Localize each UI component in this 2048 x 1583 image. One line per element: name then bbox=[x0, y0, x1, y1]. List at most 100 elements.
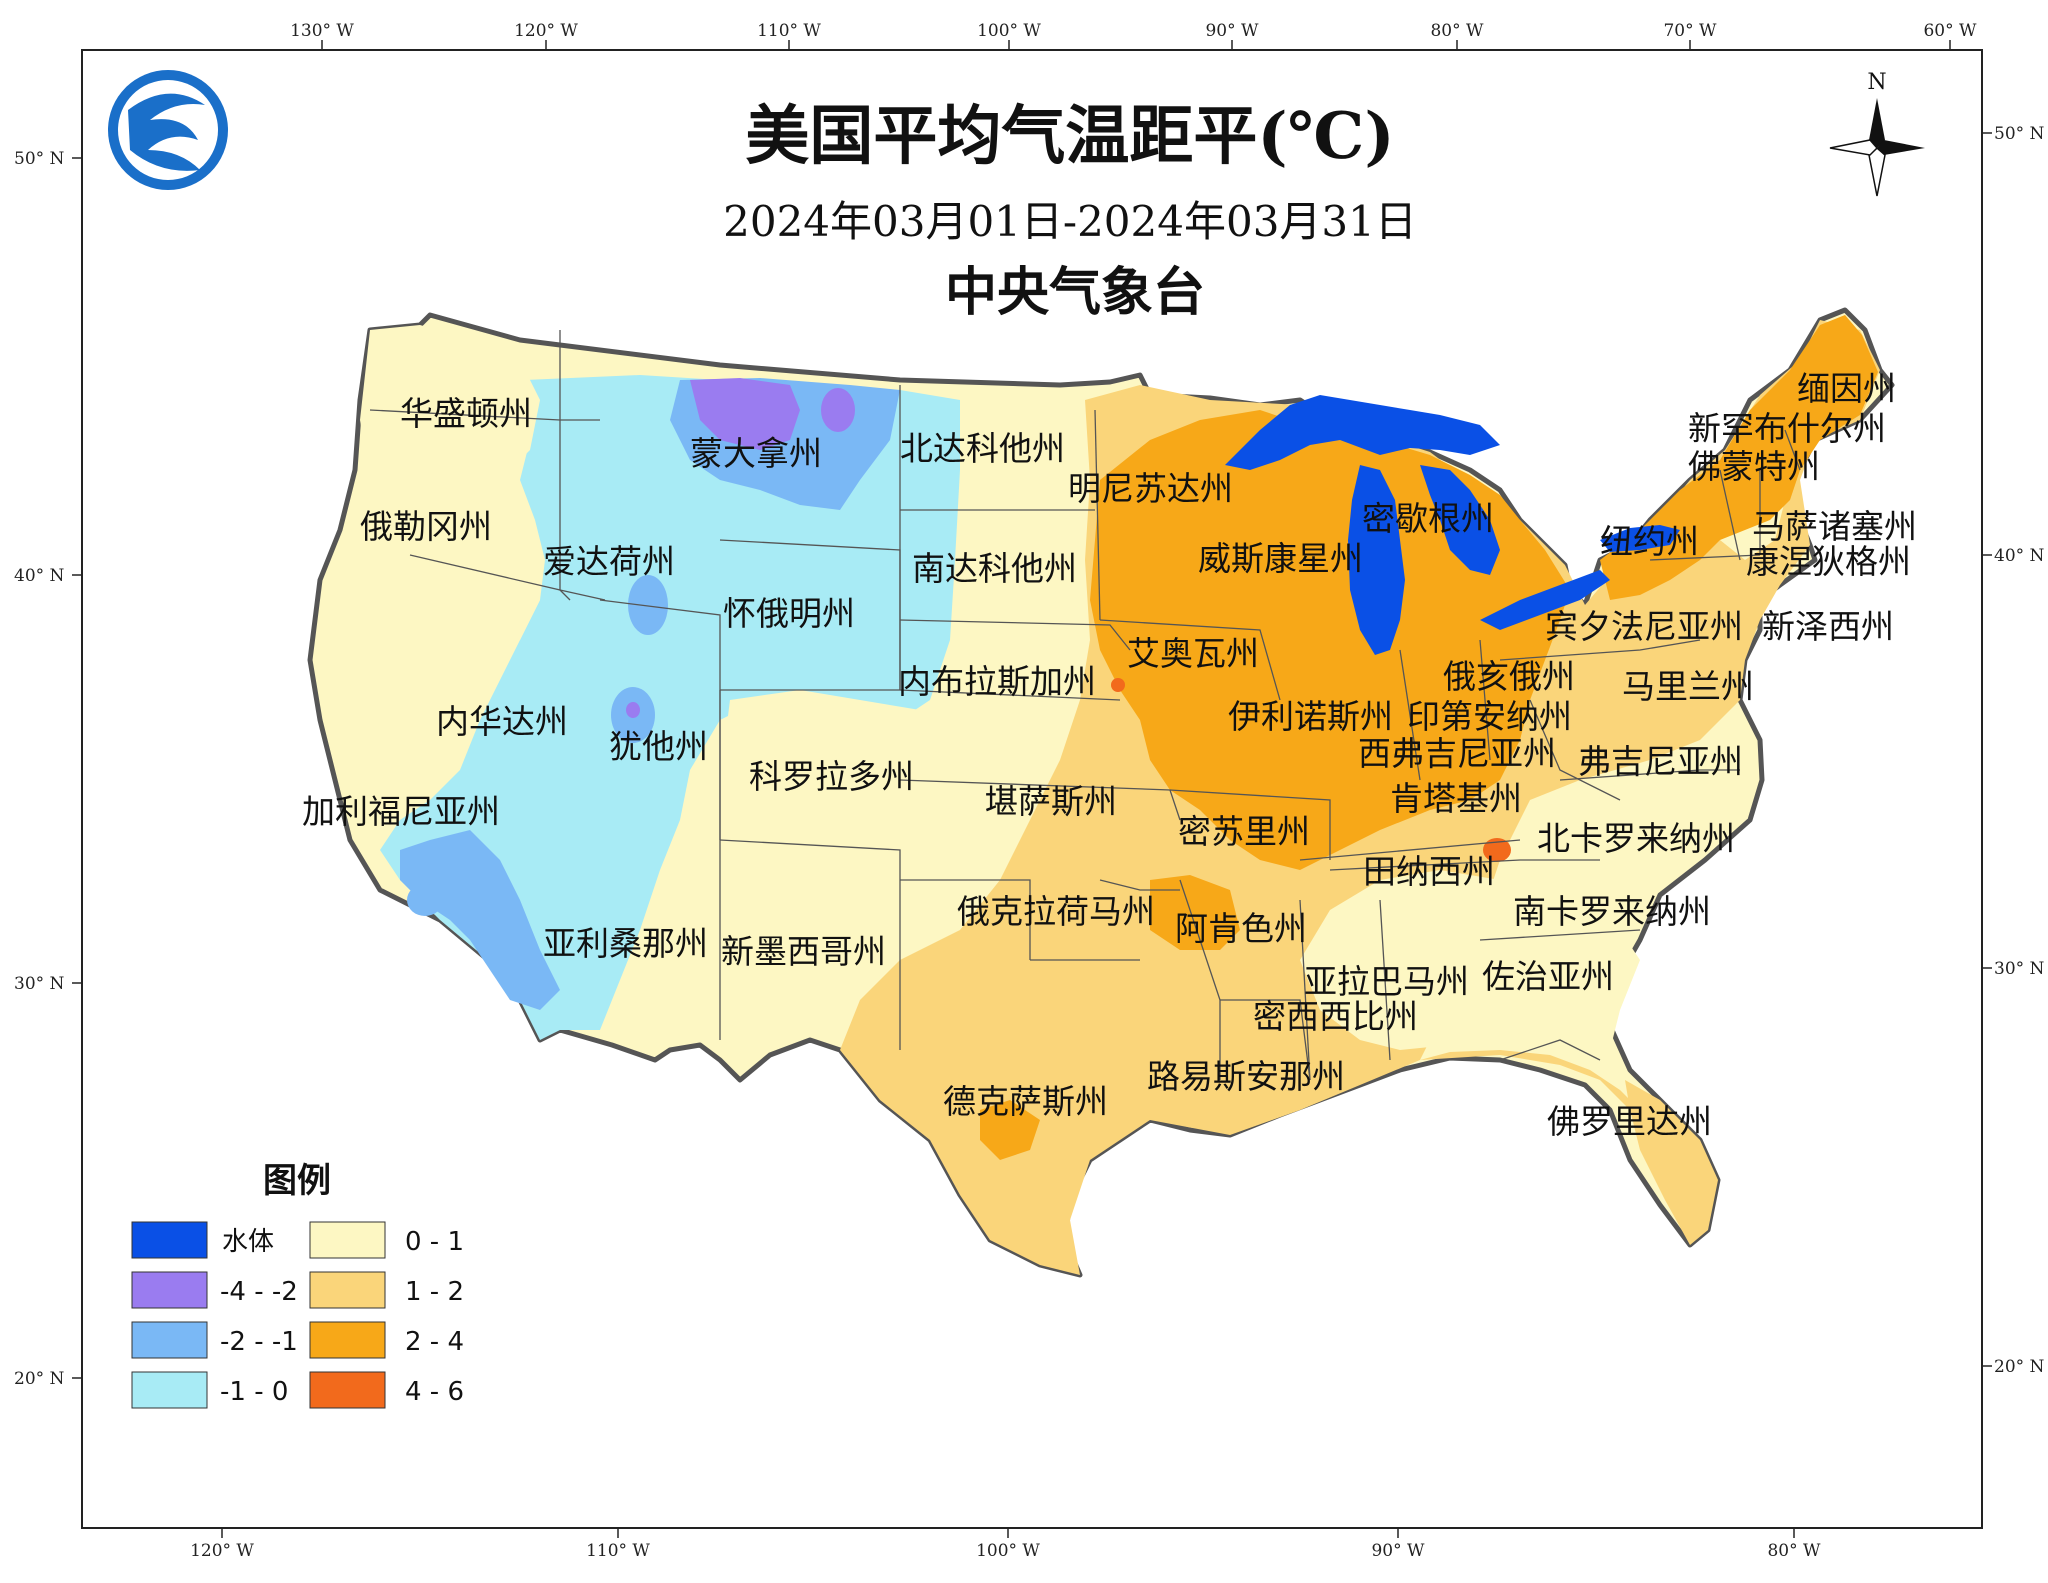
state-label-new-hampshire: 新罕布什尔州 bbox=[1688, 409, 1886, 448]
top-tick-labels: 130° W 120° W 110° W 100° W 90° W 80° W … bbox=[290, 21, 1977, 41]
tick-bottom-2: 110° W bbox=[586, 1541, 650, 1561]
issuing-agency: 中央气象台 bbox=[945, 263, 1205, 323]
legend-item-water: 水体 bbox=[131, 1221, 274, 1259]
state-label-maine: 缅因州 bbox=[1797, 369, 1896, 408]
frame-ticks bbox=[72, 40, 1992, 1538]
tick-right-1: 50° N bbox=[1994, 124, 2045, 144]
state-label-north-carolina: 北卡罗来纳州 bbox=[1537, 819, 1735, 858]
state-label-ohio: 俄亥俄州 bbox=[1443, 657, 1575, 696]
legend-item-1-2: 1 - 2 bbox=[309, 1271, 464, 1309]
legend: 图例 水体 -4 - -2 -2 - -1 -1 - 0 0 - 1 1 - 2… bbox=[131, 1161, 464, 1409]
anomaly-1-2-gulf-florida bbox=[1420, 1050, 1660, 1160]
legend-swatch-4-6 bbox=[309, 1371, 386, 1409]
legend-label-4-6: 4 - 6 bbox=[405, 1377, 464, 1407]
state-label-indiana: 印第安纳州 bbox=[1407, 697, 1572, 736]
legend-swatch-water bbox=[131, 1221, 208, 1259]
state-label-missouri: 密苏里州 bbox=[1178, 812, 1310, 851]
anomaly-neg4-neg2-utah bbox=[626, 702, 640, 718]
tick-top-5: 90° W bbox=[1205, 21, 1259, 41]
legend-swatch-neg4-neg2 bbox=[131, 1271, 208, 1309]
anomaly-cool-neg1-0-west bbox=[380, 375, 960, 1040]
anomaly-neg2-neg1-idaho bbox=[628, 575, 668, 635]
legend-item-neg2-neg1: -2 - -1 bbox=[131, 1321, 298, 1359]
anomaly-neg2-neg1-socal bbox=[407, 884, 443, 916]
anomaly-0-1-colorado bbox=[700, 690, 960, 1010]
map-title: 美国平均气温距平(℃) bbox=[745, 99, 1394, 174]
tick-bottom-1: 120° W bbox=[190, 1541, 254, 1561]
state-label-north-dakota: 北达科他州 bbox=[900, 429, 1065, 468]
state-label-wyoming: 怀俄明州 bbox=[723, 594, 855, 633]
left-tick-labels: 50° N 40° N 30° N 20° N bbox=[14, 149, 65, 1389]
state-label-utah: 犹他州 bbox=[609, 727, 708, 766]
anomaly-neg4-neg2-montana-east bbox=[821, 388, 855, 432]
state-label-connecticut: 康涅狄格州 bbox=[1746, 542, 1911, 581]
map-subtitle: 2024年03月01日-2024年03月31日 bbox=[723, 197, 1417, 246]
state-label-michigan: 密歇根州 bbox=[1362, 499, 1494, 538]
legend-label-neg4-neg2: -4 - -2 bbox=[220, 1277, 298, 1307]
north-arrow-icon: N bbox=[1829, 70, 1925, 197]
lake-huron bbox=[1420, 465, 1500, 575]
state-label-washington: 华盛顿州 bbox=[400, 394, 532, 433]
state-label-alabama: 亚拉巴马州 bbox=[1304, 962, 1469, 1001]
state-labels: 华盛顿州 蒙大拿州 北达科他州 明尼苏达州 缅因州 新罕布什尔州 佛蒙特州 俄勒… bbox=[302, 369, 1917, 1141]
legend-label-water: 水体 bbox=[222, 1227, 274, 1257]
state-label-texas: 德克萨斯州 bbox=[943, 1082, 1108, 1121]
state-label-florida: 佛罗里达州 bbox=[1547, 1102, 1712, 1141]
state-label-nevada: 内华达州 bbox=[436, 702, 568, 741]
anomaly-1-2-peninsula bbox=[1625, 1080, 1718, 1245]
legend-item-2-4: 2 - 4 bbox=[309, 1321, 464, 1359]
tick-right-4: 20° N bbox=[1994, 1357, 2045, 1377]
state-label-montana: 蒙大拿州 bbox=[690, 434, 822, 473]
state-label-maryland: 马里兰州 bbox=[1622, 667, 1754, 706]
state-label-colorado: 科罗拉多州 bbox=[749, 757, 914, 796]
legend-swatch-0-1 bbox=[309, 1221, 386, 1259]
cma-logo-icon bbox=[108, 70, 228, 190]
lake-erie bbox=[1480, 570, 1610, 630]
tick-top-6: 80° W bbox=[1430, 21, 1484, 41]
state-label-new-jersey: 新泽西州 bbox=[1762, 607, 1894, 646]
state-label-minnesota: 明尼苏达州 bbox=[1068, 469, 1233, 508]
state-label-iowa: 艾奥瓦州 bbox=[1127, 634, 1259, 673]
legend-swatch-neg1-0 bbox=[131, 1371, 208, 1409]
state-label-nebraska: 内布拉斯加州 bbox=[898, 662, 1096, 701]
lake-superior bbox=[1225, 395, 1500, 470]
anomaly-0-1-great-basin bbox=[350, 500, 540, 780]
tick-left-3: 30° N bbox=[14, 974, 65, 994]
anomaly-0-1-southeast bbox=[1300, 870, 1640, 1050]
state-label-kentucky: 肯塔基州 bbox=[1390, 779, 1522, 818]
tick-right-2: 40° N bbox=[1994, 546, 2045, 566]
state-label-arkansas: 阿肯色州 bbox=[1175, 909, 1307, 948]
state-label-south-carolina: 南卡罗来纳州 bbox=[1513, 892, 1711, 931]
legend-label-neg2-neg1: -2 - -1 bbox=[220, 1327, 298, 1357]
state-label-illinois: 伊利诺斯州 bbox=[1228, 697, 1393, 736]
legend-item-neg4-neg2: -4 - -2 bbox=[131, 1271, 298, 1309]
tick-left-2: 40° N bbox=[14, 566, 65, 586]
map-frame bbox=[81, 49, 1983, 1529]
state-label-mississippi: 密西西比州 bbox=[1253, 997, 1418, 1036]
legend-label-1-2: 1 - 2 bbox=[405, 1277, 464, 1307]
state-label-idaho: 爱达荷州 bbox=[543, 542, 675, 581]
state-label-new-york: 纽约州 bbox=[1600, 522, 1699, 561]
legend-swatch-neg2-neg1 bbox=[131, 1321, 208, 1359]
anomaly-4-6-nebraska bbox=[1111, 678, 1125, 692]
legend-label-neg1-0: -1 - 0 bbox=[220, 1377, 288, 1407]
state-label-wisconsin: 威斯康星州 bbox=[1198, 539, 1363, 578]
state-label-california: 加利福尼亚州 bbox=[302, 792, 500, 831]
tick-top-3: 110° W bbox=[757, 21, 821, 41]
state-label-louisiana: 路易斯安那州 bbox=[1147, 1057, 1345, 1096]
state-label-new-mexico: 新墨西哥州 bbox=[721, 932, 886, 971]
state-label-kansas: 堪萨斯州 bbox=[985, 782, 1117, 821]
legend-item-neg1-0: -1 - 0 bbox=[131, 1371, 288, 1409]
lake-michigan bbox=[1348, 465, 1405, 655]
anomaly-2-4-texas bbox=[980, 1100, 1040, 1160]
tick-bottom-4: 90° W bbox=[1371, 1541, 1425, 1561]
anomaly-neg4-neg2-montana bbox=[690, 378, 800, 450]
tick-left-4: 20° N bbox=[14, 1369, 65, 1389]
state-label-south-dakota: 南达科他州 bbox=[912, 549, 1077, 588]
tick-bottom-3: 100° W bbox=[976, 1541, 1040, 1561]
legend-label-2-4: 2 - 4 bbox=[405, 1327, 464, 1357]
anomaly-neg2-neg1-california bbox=[400, 830, 560, 1010]
state-label-arizona: 亚利桑那州 bbox=[543, 924, 708, 963]
legend-swatch-1-2 bbox=[309, 1271, 386, 1309]
